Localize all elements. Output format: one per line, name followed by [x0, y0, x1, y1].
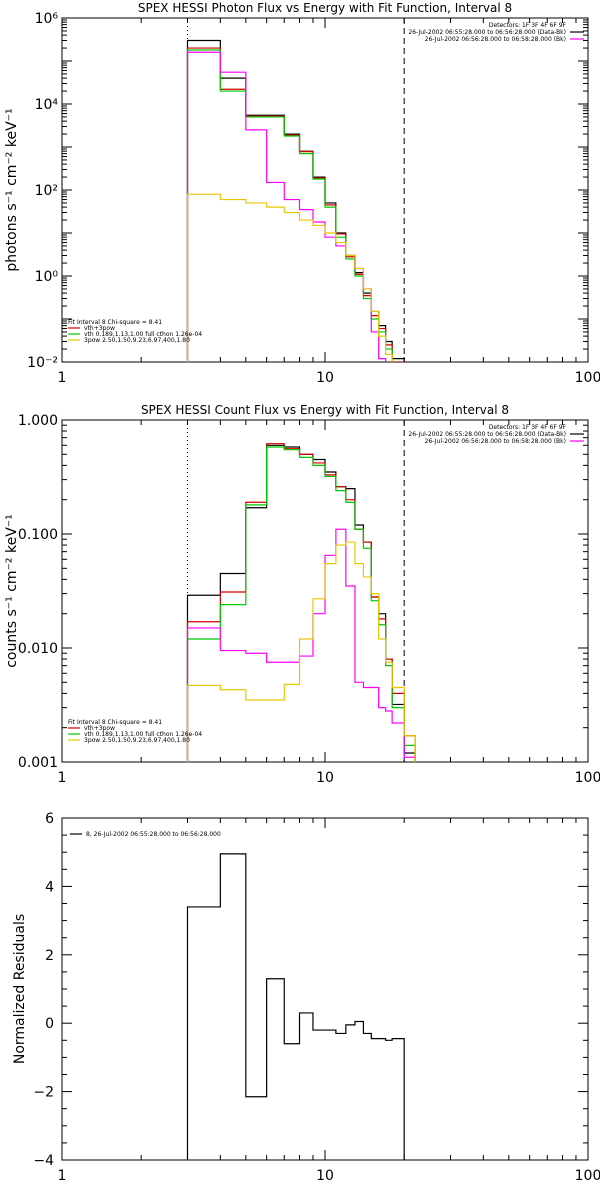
y-tick-label: 10⁰ — [35, 269, 59, 285]
legend-top-right-entry: Detectors: 1F 3F 4F 6F 9F — [489, 424, 567, 431]
panel-2: SPEX HESSI Count Flux vs Energy with Fit… — [4, 403, 600, 786]
y-tick-label: −2 — [33, 1085, 54, 1101]
chart-title: SPEX HESSI Photon Flux vs Energy with Fi… — [138, 1, 512, 15]
y-tick-label: 0.100 — [18, 527, 58, 543]
panel-3: 1 10 100 −4 −2 0 2 4 6 Normalized Residuals 8, 26-… — [12, 811, 600, 1184]
series-5-line — [186, 541, 416, 762]
chart-title: SPEX HESSI Count Flux vs Energy with Fit… — [141, 403, 509, 417]
panel-1: SPEX HESSI Photon Flux vs Energy with Fi… — [4, 1, 600, 386]
series-4-line — [186, 528, 416, 762]
series-5-line — [186, 193, 393, 362]
legend-top-right-entry: 26-Jul-2002 06:55:28.000 to 06:56:28.000… — [408, 29, 566, 36]
x-tick-label: 10 — [316, 1168, 334, 1184]
legend-bottom-left-entry: 3pow 2.50,1.50,9.23,6.97,400,1.80 — [84, 337, 190, 344]
x-tick-label: 1 — [58, 770, 67, 786]
y-tick-label: 4 — [45, 879, 54, 895]
x-tick-label: 1 — [58, 1168, 67, 1184]
legend-top-left-entry: 8, 26-Jul-2002 06:55:28.000 to 06:56:28.… — [86, 831, 221, 838]
legend-top-right-entry: 26-Jul-2002 06:56:28.000 to 06:58:28.000… — [425, 36, 566, 43]
y-tick-label: 10⁶ — [35, 11, 59, 27]
y-axis-label: photons s⁻¹ cm⁻² keV⁻¹ — [4, 108, 20, 271]
y-axis-label: Normalized Residuals — [12, 914, 28, 1064]
series-3-line — [186, 446, 416, 762]
x-tick-label: 1 — [58, 370, 67, 386]
x-tick-label: 100 — [575, 1168, 600, 1184]
plot-frame — [61, 817, 589, 1161]
legend-top-right-entry: 26-Jul-2002 06:56:28.000 to 06:58:28.000… — [425, 438, 566, 445]
legend-bottom-left-entry: vth 0.189,1.13,1.00 full cthon 1.26e-04 — [84, 731, 202, 738]
y-tick-label: 2 — [45, 948, 54, 964]
y-tick-label: 0.001 — [18, 755, 58, 771]
y-tick-label: 1.000 — [18, 413, 58, 429]
series-4-line — [186, 51, 387, 362]
y-tick-label: 10² — [35, 183, 58, 199]
series-2-line — [186, 443, 416, 762]
series-1-line — [186, 444, 416, 762]
y-tick-label: 0 — [45, 1016, 54, 1032]
legend-bottom-left-entry: 3pow 2.50,1.50,9.23,6.97,400,1.80 — [84, 737, 190, 744]
y-tick-label: 10⁴ — [35, 97, 59, 113]
series-1-line — [186, 853, 405, 1160]
legend-bottom-left-entry: vth+3pow — [84, 325, 115, 332]
y-axis-label: counts s⁻¹ cm⁻² keV⁻¹ — [4, 514, 20, 668]
y-tick-label: 10⁻² — [27, 355, 58, 371]
legend-bottom-left-entry: vth 0.189,1.13,1.00 full cthon 1.26e-04 — [84, 331, 202, 338]
x-tick-label: 100 — [575, 770, 600, 786]
x-tick-label: 10 — [316, 770, 334, 786]
legend-bottom-left-entry: Fit Interval 8 Chi-square = 8.41 — [68, 319, 162, 326]
x-tick-label: 100 — [575, 370, 600, 386]
y-tick-label: 0.010 — [18, 641, 58, 657]
series-1-line — [186, 39, 405, 362]
legend-bottom-left-entry: vth+3pow — [84, 725, 115, 732]
legend-top-right-entry: 26-Jul-2002 06:55:28.000 to 06:56:28.000… — [408, 431, 566, 438]
y-tick-label: −4 — [33, 1153, 54, 1169]
x-tick-label: 10 — [316, 370, 334, 386]
legend-bottom-left-entry: Fit Interval 8 Chi-square = 8.41 — [68, 719, 162, 726]
y-tick-label: 6 — [45, 811, 54, 827]
legend-top-right-entry: Detectors: 1F 3F 4F 6F 9F — [489, 22, 567, 29]
